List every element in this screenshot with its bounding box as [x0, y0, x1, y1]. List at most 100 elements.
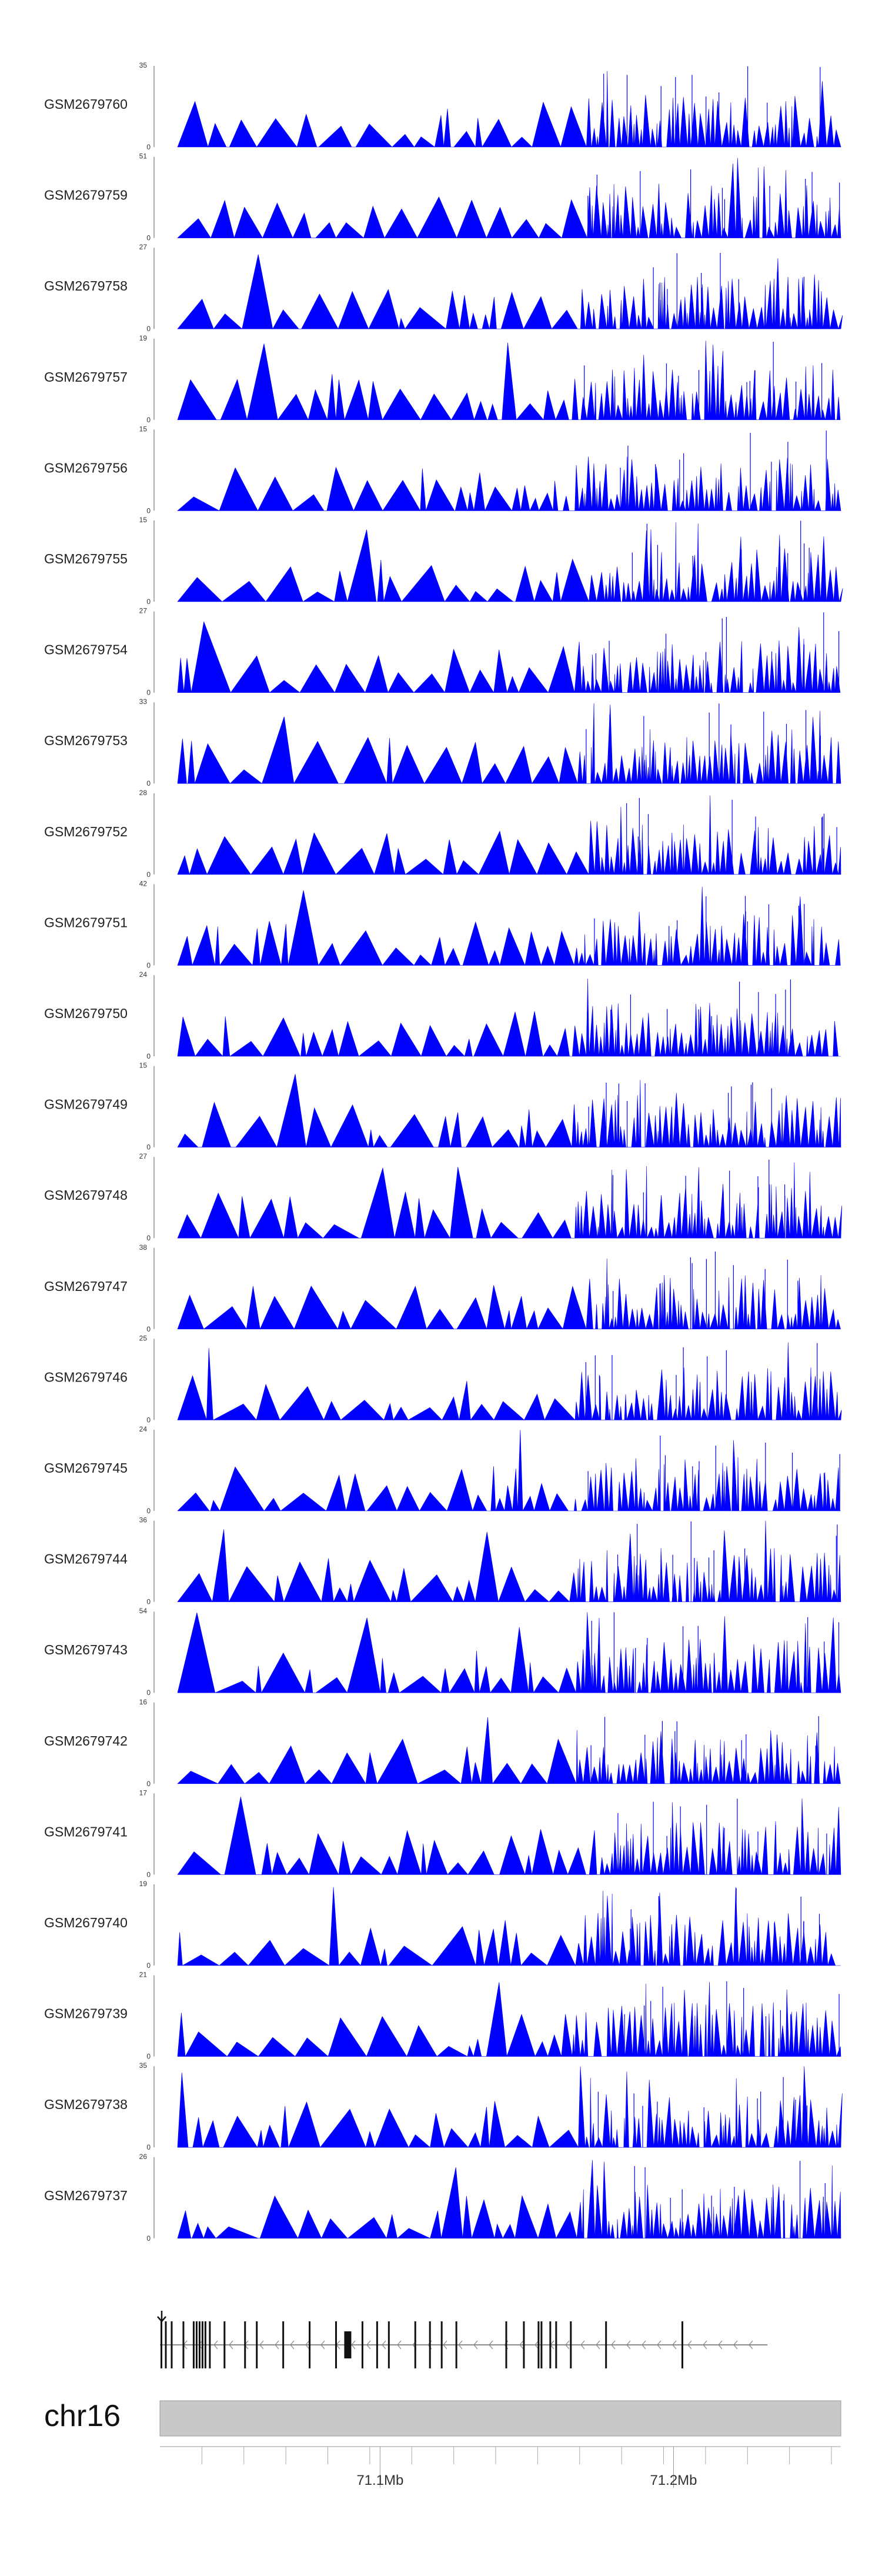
- coverage-area: [177, 886, 841, 966]
- strand-chevron: [672, 2340, 677, 2350]
- strand-chevron: [626, 2340, 631, 2350]
- strand-chevron: [275, 2340, 279, 2350]
- major-tick-label: 71.1Mb: [356, 2472, 403, 2488]
- coverage-area: [177, 1074, 841, 1148]
- track-label: GSM2679759: [44, 188, 128, 203]
- track-label: GSM2679754: [44, 642, 128, 658]
- y-max-label: 38: [139, 1243, 148, 1252]
- strand-chevron: [565, 2340, 570, 2350]
- track-GSM2679760: GSM2679760 35 0: [44, 61, 841, 151]
- track-label: GSM2679755: [44, 551, 128, 566]
- exon: [537, 2321, 540, 2368]
- coverage-area: [177, 341, 841, 421]
- coverage-area: [177, 1612, 841, 1694]
- coverage-area: [177, 1717, 841, 1784]
- exon: [335, 2321, 337, 2368]
- strand-chevron: [749, 2340, 753, 2350]
- chromosome-ideogram: chr16: [44, 2399, 841, 2437]
- exon: [204, 2321, 206, 2368]
- strand-chevron: [580, 2340, 585, 2350]
- y-min-label: 0: [146, 598, 151, 606]
- y-max-label: 54: [139, 1607, 148, 1615]
- y-max-label: 15: [139, 516, 148, 524]
- track-GSM2679754: GSM2679754 27 0: [44, 607, 841, 697]
- exon: [195, 2321, 198, 2368]
- track-GSM2679758: GSM2679758 27 0: [44, 243, 843, 333]
- track-GSM2679759: GSM2679759 51 0: [44, 152, 841, 242]
- y-max-label: 27: [139, 243, 148, 251]
- track-GSM2679745: GSM2679745 24 0: [44, 1425, 841, 1515]
- exon: [282, 2321, 285, 2368]
- coverage-area: [177, 158, 841, 239]
- y-max-label: 42: [139, 879, 148, 887]
- track-GSM2679748: GSM2679748 27 0: [44, 1152, 843, 1242]
- coverage-area: [177, 620, 841, 693]
- genomic-position-axis: 71.1Mb 71.2Mb: [160, 2446, 841, 2488]
- strand-chevron: [489, 2340, 493, 2350]
- strand-chevron: [443, 2340, 447, 2350]
- strand-chevron: [611, 2340, 616, 2350]
- y-max-label: 28: [139, 789, 148, 797]
- track-GSM2679744: GSM2679744 36 0: [44, 1516, 841, 1606]
- exon: [361, 2321, 363, 2368]
- exon: [344, 2331, 352, 2358]
- y-min-label: 0: [146, 1780, 151, 1788]
- exon: [201, 2321, 203, 2368]
- track-label: GSM2679746: [44, 1369, 128, 1384]
- strand-chevron: [657, 2340, 662, 2350]
- strand-chevron: [366, 2340, 371, 2350]
- coverage-area: [177, 2066, 843, 2148]
- exon: [171, 2321, 173, 2368]
- coverage-area: [177, 1162, 843, 1239]
- strand-chevron: [703, 2340, 707, 2350]
- coverage-area: [177, 1520, 841, 1603]
- y-max-label: 35: [139, 2061, 148, 2070]
- track-label: GSM2679738: [44, 2097, 128, 2112]
- y-min-label: 0: [146, 1689, 151, 1697]
- coverage-area: [177, 1430, 841, 1512]
- y-max-label: 24: [139, 970, 148, 979]
- y-max-label: 27: [139, 1152, 148, 1160]
- strand-chevron: [259, 2340, 264, 2350]
- coverage-area: [177, 2160, 841, 2239]
- track-GSM2679752: GSM2679752 28 0: [44, 789, 841, 879]
- exon: [414, 2321, 416, 2368]
- chromosome-label: chr16: [44, 2399, 121, 2433]
- y-max-label: 26: [139, 2153, 148, 2161]
- strand-chevron: [229, 2340, 233, 2350]
- y-max-label: 27: [139, 607, 148, 615]
- gene-model: [157, 2311, 768, 2368]
- strand-chevron: [320, 2340, 325, 2350]
- coverage-area: [177, 1981, 841, 2057]
- track-GSM2679753: GSM2679753 33 0: [44, 698, 841, 788]
- exon: [505, 2321, 507, 2368]
- y-max-label: 19: [139, 1880, 148, 1888]
- track-label: GSM2679747: [44, 1279, 128, 1294]
- strand-chevron: [473, 2340, 478, 2350]
- exon: [209, 2321, 211, 2368]
- track-GSM2679755: GSM2679755 15 0: [44, 516, 843, 606]
- track-label: GSM2679756: [44, 460, 128, 475]
- exon: [681, 2321, 683, 2368]
- track-GSM2679742: GSM2679742 16 0: [44, 1698, 841, 1788]
- track-GSM2679747: GSM2679747 38 0: [44, 1243, 841, 1333]
- track-GSM2679746: GSM2679746 25 0: [44, 1334, 842, 1424]
- exon: [440, 2321, 443, 2368]
- strand-chevron: [687, 2340, 692, 2350]
- strand-chevron: [382, 2340, 386, 2350]
- exon: [429, 2321, 431, 2368]
- exon: [455, 2321, 457, 2368]
- strand-chevron: [213, 2340, 218, 2350]
- track-label: GSM2679739: [44, 2006, 128, 2021]
- y-max-label: 21: [139, 1971, 148, 1979]
- y-max-label: 15: [139, 1062, 148, 1070]
- track-GSM2679740: GSM2679740 19 0: [44, 1880, 841, 1970]
- exon: [198, 2321, 201, 2368]
- strand-chevron: [642, 2340, 646, 2350]
- track-label: GSM2679749: [44, 1097, 128, 1112]
- y-min-label: 0: [146, 1507, 151, 1515]
- track-label: GSM2679743: [44, 1642, 128, 1657]
- y-min-label: 0: [146, 1325, 151, 1333]
- strand-chevron: [718, 2340, 723, 2350]
